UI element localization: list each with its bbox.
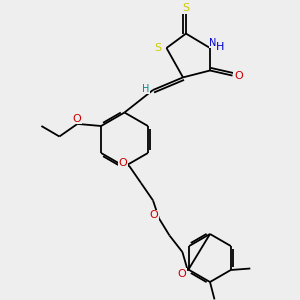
Text: S: S <box>182 3 190 14</box>
Text: H: H <box>142 83 149 94</box>
Text: O: O <box>234 70 243 81</box>
Text: O: O <box>177 269 186 279</box>
Text: O: O <box>118 158 127 168</box>
Text: S: S <box>154 43 162 53</box>
Text: N: N <box>209 38 217 48</box>
Text: H: H <box>215 41 224 52</box>
Text: O: O <box>149 210 158 220</box>
Text: O: O <box>73 113 82 124</box>
